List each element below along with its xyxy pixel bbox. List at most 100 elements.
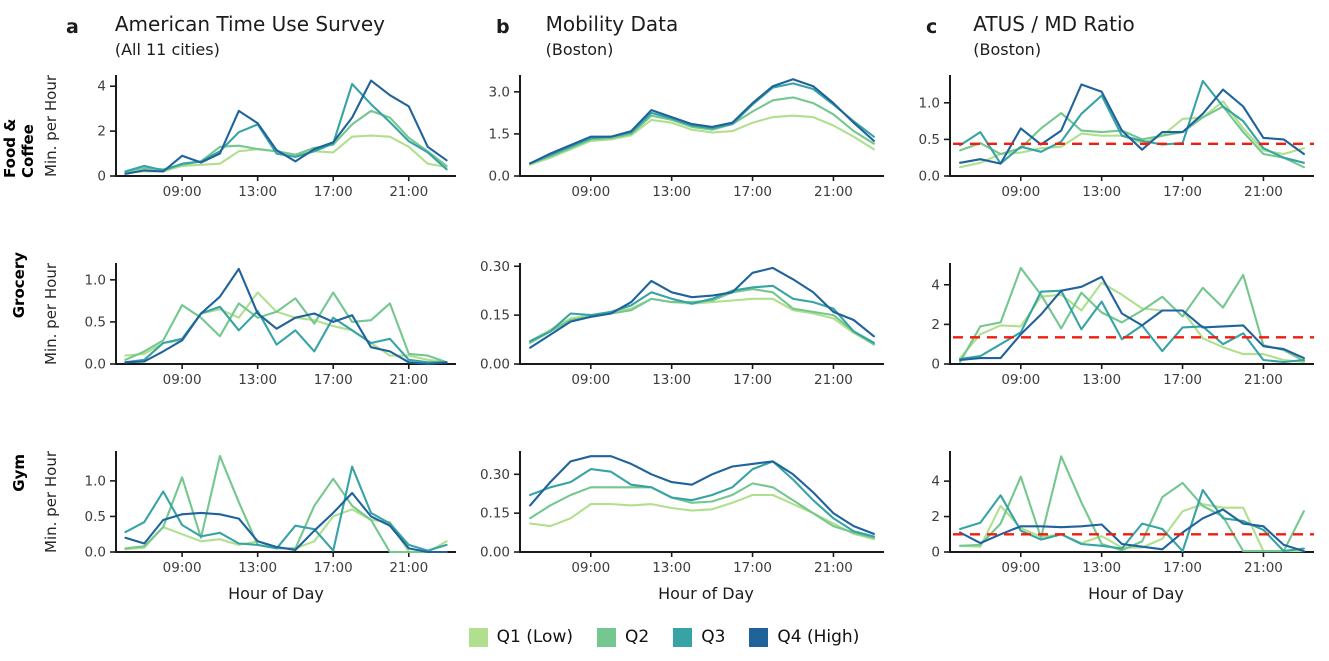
y-axis-title: Min. per Hour <box>42 451 60 553</box>
row-label-text: Grocery <box>10 251 28 319</box>
svg-text:17:00: 17:00 <box>314 372 353 388</box>
svg-text:2: 2 <box>931 509 940 525</box>
x-title-gutter <box>0 580 38 610</box>
row-label-grocery: Grocery <box>0 204 38 392</box>
legend-label-q3: Q3 <box>701 627 726 647</box>
panel-mobility-grocery: 09:00 13:00 17:00 21:00 0.00 0.15 0.30 <box>468 204 898 392</box>
svg-text:09:00: 09:00 <box>163 372 202 388</box>
svg-text:0.30: 0.30 <box>480 467 510 483</box>
svg-text:2: 2 <box>97 124 106 140</box>
panel-ratio-grocery: 09:00 13:00 17:00 21:00 0 2 4 <box>898 204 1328 392</box>
panel-atus-gym: Min. per Hour 09:00 13:00 17:00 21:00 0.0 0.5… <box>38 392 468 580</box>
y-axis-title: Min. per Hour <box>42 263 60 365</box>
panel-ratio-gym: 09:00 13:00 17:00 21:00 0 2 4 <box>898 392 1328 580</box>
svg-text:13:00: 13:00 <box>238 184 277 200</box>
panel-ratio-food-coffee: 09:00 13:00 17:00 21:00 0.0 0.5 1.0 <box>898 64 1328 204</box>
chart-atus-grocery: 09:00 13:00 17:00 21:00 0.0 0.5 1.0 <box>85 263 456 388</box>
column-header-c: c ATUS / MD Ratio (Boston) <box>898 0 1328 64</box>
legend-item-q4: Q4 (High) <box>749 627 859 647</box>
svg-text:17:00: 17:00 <box>733 372 772 388</box>
svg-text:09:00: 09:00 <box>571 184 610 200</box>
svg-text:13:00: 13:00 <box>652 560 691 576</box>
svg-text:3.0: 3.0 <box>489 84 510 100</box>
svg-text:4: 4 <box>931 474 940 490</box>
column-titles-b: Mobility Data (Boston) <box>545 13 679 60</box>
svg-text:21:00: 21:00 <box>389 184 428 200</box>
svg-text:0.0: 0.0 <box>919 169 940 185</box>
chart-ratio-food-coffee: 09:00 13:00 17:00 21:00 0.0 0.5 1.0 <box>919 75 1314 200</box>
svg-text:09:00: 09:00 <box>571 560 610 576</box>
svg-text:17:00: 17:00 <box>1163 184 1202 200</box>
svg-text:21:00: 21:00 <box>389 560 428 576</box>
svg-text:1.0: 1.0 <box>85 473 106 489</box>
svg-text:0.00: 0.00 <box>480 545 510 561</box>
svg-text:17:00: 17:00 <box>314 184 353 200</box>
legend-item-q1: Q1 (Low) <box>468 627 573 647</box>
svg-text:0.0: 0.0 <box>489 169 510 185</box>
chart-mobility-grocery: 09:00 13:00 17:00 21:00 0.00 0.15 0.30 <box>480 259 884 388</box>
y-axis-title: Min. per Hour <box>42 75 60 177</box>
chart-ratio-gym: 09:00 13:00 17:00 21:00 0 2 4 <box>931 451 1314 576</box>
row-label-gym: Gym <box>0 392 38 580</box>
svg-text:0.0: 0.0 <box>85 357 106 373</box>
svg-text:13:00: 13:00 <box>652 184 691 200</box>
x-axis-title-a: Hour of Day <box>228 584 324 603</box>
column-subtitle: (Boston) <box>973 40 1042 59</box>
row-label-food-coffee: Food & Coffee <box>0 64 38 204</box>
legend-label-q1: Q1 (Low) <box>496 627 573 647</box>
svg-text:4: 4 <box>931 277 940 293</box>
svg-text:4: 4 <box>97 79 106 95</box>
svg-text:09:00: 09:00 <box>1001 184 1040 200</box>
svg-text:0.00: 0.00 <box>480 357 510 373</box>
chart-mobility-gym: 09:00 13:00 17:00 21:00 0.00 0.15 0.30 <box>480 451 884 576</box>
panel-atus-grocery: Min. per Hour 09:00 13:00 17:00 21:00 0.0 0.5… <box>38 204 468 392</box>
svg-text:0.5: 0.5 <box>85 314 106 330</box>
x-axis-title-c: Hour of Day <box>1088 584 1184 603</box>
column-title: American Time Use Survey <box>114 12 385 36</box>
svg-text:17:00: 17:00 <box>733 560 772 576</box>
svg-text:0: 0 <box>931 357 940 373</box>
svg-text:0.0: 0.0 <box>85 545 106 561</box>
svg-text:17:00: 17:00 <box>1163 372 1202 388</box>
svg-text:09:00: 09:00 <box>571 372 610 388</box>
header-gutter <box>0 0 38 64</box>
column-title: ATUS / MD Ratio <box>973 12 1135 36</box>
column-subtitle: (Boston) <box>545 40 614 59</box>
svg-text:13:00: 13:00 <box>238 560 277 576</box>
row-label-text: Food & Coffee <box>1 118 37 178</box>
chart-atus-gym: 09:00 13:00 17:00 21:00 0.0 0.5 1.0 <box>85 451 456 576</box>
svg-text:21:00: 21:00 <box>1244 372 1283 388</box>
y-axis-title-wrap: Min. per Hour <box>38 446 64 580</box>
svg-text:0.5: 0.5 <box>919 132 940 148</box>
legend: Q1 (Low) Q2 Q3 Q4 (High) <box>0 610 1328 656</box>
panel-letter-a: a <box>66 16 79 38</box>
row-label-text: Gym <box>10 454 28 492</box>
svg-text:1.0: 1.0 <box>85 272 106 288</box>
svg-text:09:00: 09:00 <box>1001 560 1040 576</box>
svg-text:13:00: 13:00 <box>238 372 277 388</box>
chart-atus-food-coffee: 09:00 13:00 17:00 21:00 0 2 4 <box>97 75 456 200</box>
svg-text:21:00: 21:00 <box>814 560 853 576</box>
svg-text:09:00: 09:00 <box>163 560 202 576</box>
legend-swatch-q4 <box>749 627 769 647</box>
x-axis-title-b: Hour of Day <box>658 584 754 603</box>
svg-text:2: 2 <box>931 317 940 333</box>
panel-letter-b: b <box>496 16 510 38</box>
svg-text:0.15: 0.15 <box>480 506 510 522</box>
legend-swatch-q1 <box>468 627 488 647</box>
svg-text:17:00: 17:00 <box>314 560 353 576</box>
svg-text:17:00: 17:00 <box>1163 560 1202 576</box>
svg-text:09:00: 09:00 <box>1001 372 1040 388</box>
column-titles-c: ATUS / MD Ratio (Boston) <box>973 12 1135 60</box>
column-header-b: b Mobility Data (Boston) <box>468 0 898 64</box>
svg-text:21:00: 21:00 <box>1244 184 1283 200</box>
panel-mobility-gym: 09:00 13:00 17:00 21:00 0.00 0.15 0.30 <box>468 392 898 580</box>
svg-text:0: 0 <box>97 169 106 185</box>
panel-letter-c: c <box>926 16 938 38</box>
legend-label-q4: Q4 (High) <box>777 627 860 647</box>
svg-text:13:00: 13:00 <box>652 372 691 388</box>
svg-text:13:00: 13:00 <box>1082 560 1121 576</box>
svg-text:21:00: 21:00 <box>1244 560 1283 576</box>
legend-item-q3: Q3 <box>673 627 725 647</box>
